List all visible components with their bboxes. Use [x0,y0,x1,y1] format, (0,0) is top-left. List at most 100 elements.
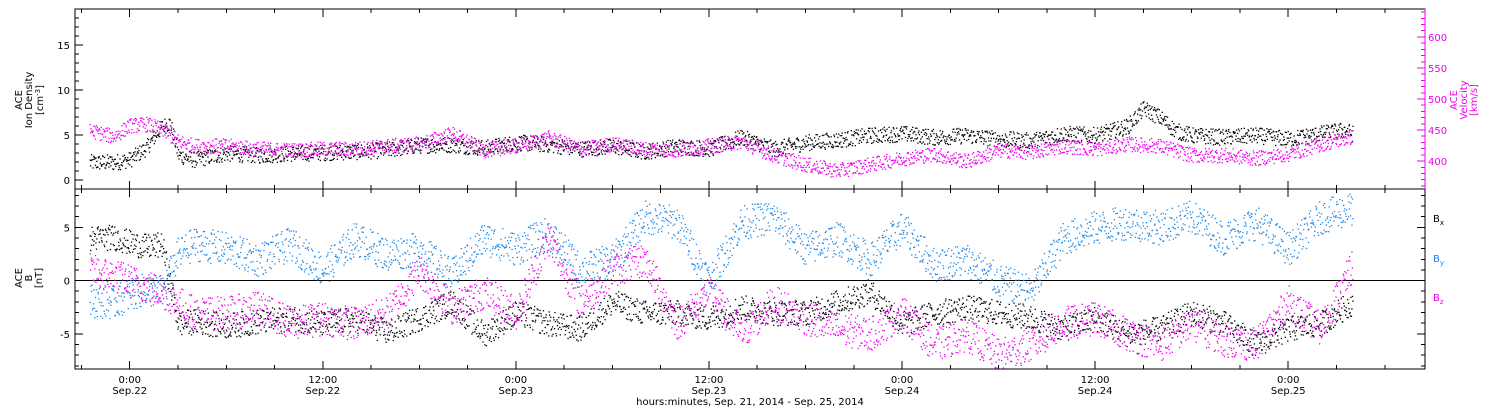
data-point [1330,127,1332,129]
data-point [1117,127,1119,129]
data-point [298,145,300,147]
data-point [512,138,514,140]
data-point [291,152,293,154]
data-point [815,169,817,171]
data-point [158,135,160,137]
data-point [1138,107,1140,109]
data-point [1225,129,1228,131]
right-ylabel-line2: Velocity [1459,80,1470,119]
data-point [1060,152,1062,154]
data-point [843,142,845,144]
data-point [246,141,248,143]
data-point [954,162,956,164]
data-point [494,149,496,151]
data-point [178,141,180,143]
data-point [1119,132,1121,135]
data-point [1074,140,1076,142]
data-point [990,137,992,139]
data-point [128,159,130,162]
data-point [281,153,283,155]
data-point [244,153,247,156]
data-point [519,136,521,138]
data-point [696,152,698,154]
data-point [421,141,423,143]
data-point [1036,131,1038,134]
data-point [247,152,249,154]
data-point [458,135,461,138]
data-point [889,139,892,142]
data-point [1081,140,1083,143]
data-point [1116,151,1118,153]
data-point [470,141,472,144]
data-point [378,148,380,150]
data-point [503,143,505,145]
data-point [1285,131,1287,134]
data-point [1302,131,1304,133]
data-point [1201,132,1203,134]
data-point [914,149,917,151]
data-point [951,163,953,165]
data-point [631,147,633,150]
data-point [604,153,606,155]
data-point [211,158,213,161]
data-point [929,150,931,152]
data-point [714,140,716,142]
data-point [1043,149,1045,152]
data-point [347,145,349,148]
data-point [649,148,651,150]
data-point [532,139,534,141]
data-point [842,162,844,165]
data-point [839,174,841,176]
data-point [1120,131,1122,133]
data-point [423,138,425,140]
data-point [970,165,972,167]
data-point [1057,139,1060,141]
data-point [751,152,754,154]
data-point [774,151,776,153]
data-point [409,146,411,148]
data-point [598,147,600,149]
data-point [1313,132,1315,134]
data-point [574,150,576,152]
data-point [211,145,213,147]
x-tick-label: 12:00 [695,375,724,386]
data-point [531,147,533,149]
data-point [844,132,846,134]
data-point [526,136,529,138]
data-point [101,165,103,167]
data-point [311,154,313,156]
data-point [426,139,429,141]
data-point [1004,146,1006,148]
data-point [104,136,107,138]
data-point [99,129,101,131]
data-point [627,149,629,151]
data-point [304,154,306,156]
data-point [374,150,377,152]
data-point [119,169,122,171]
data-point [567,147,570,149]
data-point [1023,142,1025,144]
data-point [144,123,146,125]
data-point [360,144,363,146]
data-point [659,155,661,157]
data-point [802,167,805,169]
data-point [893,128,895,130]
data-point [1310,132,1313,134]
data-point [856,138,858,140]
data-point [984,156,986,158]
data-point [218,154,220,156]
data-point [469,147,472,149]
data-point [172,133,174,136]
data-point [271,150,273,152]
data-point [546,143,548,146]
data-point [166,130,168,132]
data-point [447,151,449,153]
data-point [136,153,138,155]
data-point [1197,137,1199,140]
data-point [257,159,260,161]
data-point [139,145,141,147]
data-point [186,148,188,150]
data-point [370,148,373,150]
right-ylabel-unit: [km/s] [1469,84,1480,116]
data-point [840,141,842,143]
